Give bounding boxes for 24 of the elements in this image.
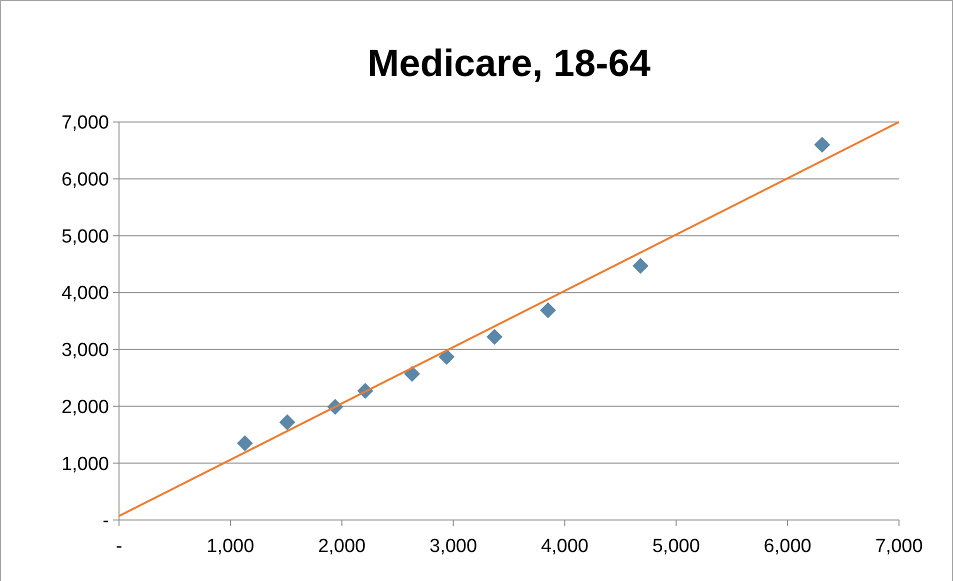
point — [540, 302, 556, 318]
point — [438, 348, 455, 365]
point — [279, 414, 296, 430]
point — [632, 258, 648, 274]
x-tick-label: 1,000 — [206, 536, 254, 557]
y-tick-label: 4,000 — [61, 283, 109, 304]
y-tick-label: - — [102, 510, 109, 532]
point — [486, 328, 503, 345]
y-tick-label: 3,000 — [61, 340, 109, 362]
y-tick-label: 1,000 — [61, 454, 109, 475]
x-tick-label: 4,000 — [540, 536, 588, 557]
x-tick-label: 3,000 — [430, 536, 478, 557]
y-tick-label: 2,000 — [61, 396, 109, 418]
x-tick-label: 6,000 — [764, 536, 812, 557]
x-tick-label: 7,000 — [875, 536, 923, 557]
y-tick-label: 6,000 — [61, 170, 109, 191]
chart-title: Medicare, 18-64 — [367, 43, 651, 85]
point — [236, 435, 253, 452]
y-tick-label: 7,000 — [61, 112, 109, 134]
point — [814, 136, 830, 153]
x-tick-label: 2,000 — [318, 536, 366, 557]
x-tick-label: 5,000 — [652, 536, 700, 557]
y-tick-label: 5,000 — [61, 226, 109, 248]
x-tick-label: - — [116, 536, 122, 557]
